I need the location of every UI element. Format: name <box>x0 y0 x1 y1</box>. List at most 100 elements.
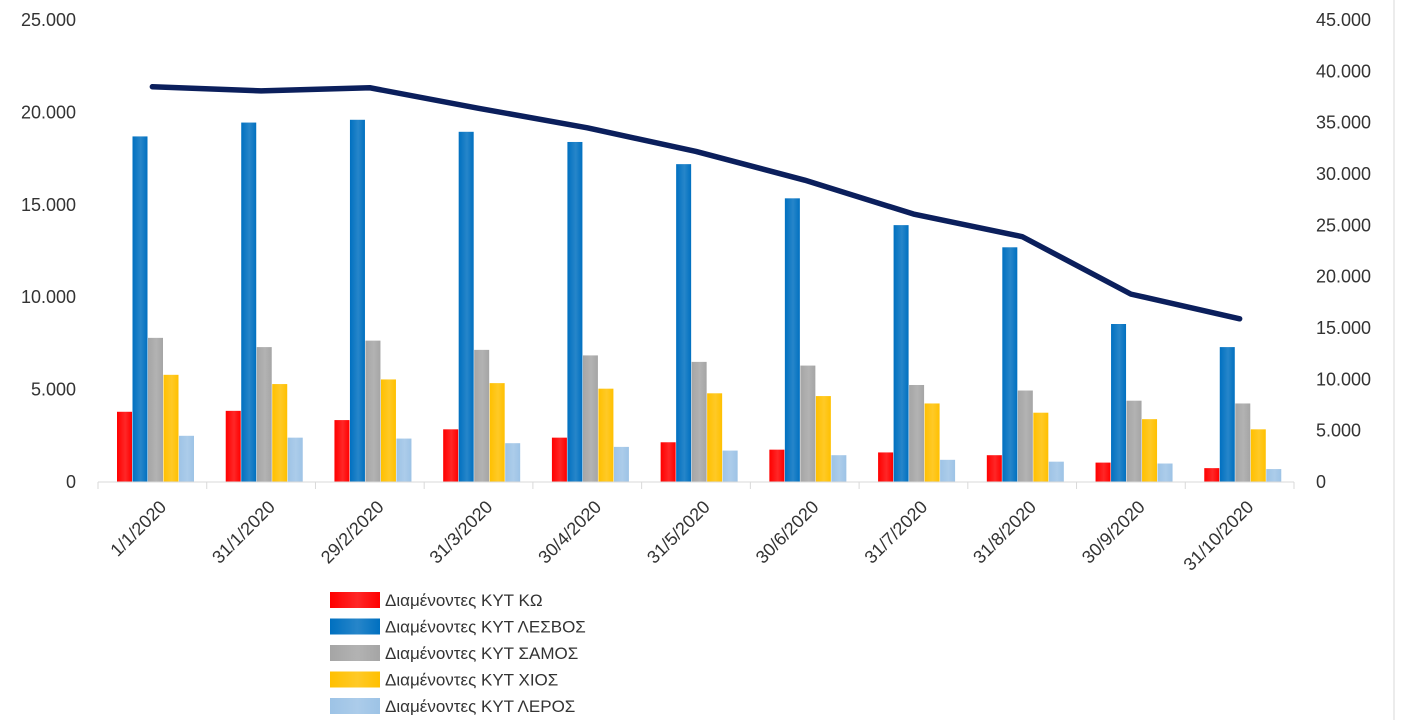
bar <box>598 388 614 482</box>
bar <box>1002 247 1018 482</box>
bar <box>1204 468 1220 482</box>
x-axis-category-label: 31/3/2020 <box>426 497 497 568</box>
x-axis-category-label: 30/9/2020 <box>1078 497 1149 568</box>
bar <box>831 455 847 482</box>
x-axis-tick-marks <box>97 482 1295 489</box>
bar <box>1017 390 1033 482</box>
x-axis-category-label: 31/7/2020 <box>861 497 932 568</box>
bar <box>117 411 132 482</box>
legend-swatch <box>330 698 380 714</box>
left-axis-tick-label: 0 <box>66 472 76 492</box>
legend-entry-label: Διαμένοντες ΚΥΤ ΚΩ <box>385 591 543 610</box>
bar <box>893 225 909 482</box>
bar <box>148 337 163 482</box>
bar <box>505 443 521 482</box>
bar <box>256 347 272 482</box>
bar <box>396 438 412 482</box>
line-series <box>149 83 1243 322</box>
bar <box>458 131 474 483</box>
right-axis-tick-label: 45.000 <box>1316 10 1371 30</box>
bar <box>1235 403 1251 482</box>
legend-swatch <box>330 592 380 608</box>
bar <box>676 164 692 482</box>
bar <box>924 403 940 482</box>
bar <box>800 365 816 482</box>
bar <box>349 119 365 482</box>
bar <box>986 455 1002 482</box>
x-axis-category-label: 31/1/2020 <box>208 497 279 568</box>
bar <box>474 349 490 482</box>
bar <box>878 452 894 482</box>
left-axis-tick-label: 5.000 <box>31 380 76 400</box>
bar <box>815 396 831 482</box>
bar <box>1033 412 1049 482</box>
bar <box>443 429 459 482</box>
line-series-path <box>149 83 1243 322</box>
x-axis-category-label: 30/4/2020 <box>534 497 605 568</box>
legend: Διαμένοντες ΚΥΤ ΚΩ Διαμένοντες ΚΥΤ ΛΕΣΒΟΣ… <box>330 591 586 716</box>
right-axis-ticks: 0 5.000 10.000 15.000 20.000 25.000 30.000 35.0… <box>1316 10 1371 492</box>
bar <box>940 459 956 482</box>
bar <box>380 379 396 482</box>
legend-swatch <box>330 671 380 688</box>
left-axis-ticks: 0 5.000 10.000 15.000 20.000 25.000 <box>21 10 76 492</box>
bar <box>613 446 629 482</box>
bar <box>691 361 707 482</box>
bar <box>1095 462 1111 482</box>
bar <box>1266 469 1282 482</box>
bar <box>567 141 583 482</box>
bar <box>1219 347 1235 482</box>
bar <box>489 383 505 482</box>
x-axis-category-label: 29/2/2020 <box>317 497 388 568</box>
legend-swatch <box>330 618 380 635</box>
bar <box>1157 463 1173 482</box>
right-axis-tick-label: 30.000 <box>1316 164 1371 184</box>
right-axis-tick-label: 0 <box>1316 472 1326 492</box>
bar <box>1126 400 1142 482</box>
right-axis-tick-label: 15.000 <box>1316 318 1371 338</box>
bars <box>117 119 1282 483</box>
right-axis-tick-label: 35.000 <box>1316 113 1371 133</box>
bar <box>769 449 785 482</box>
legend-entry-label: Διαμένοντες ΚΥΤ ΛΕΡΟΣ <box>385 697 575 716</box>
legend-entry-label: Διαμένοντες ΚΥΤ ΧΙΟΣ <box>385 671 558 690</box>
bar <box>287 437 303 482</box>
bar <box>707 393 723 482</box>
bar <box>909 384 925 482</box>
bar <box>1048 461 1064 482</box>
x-axis-category-label: 30/6/2020 <box>752 497 823 568</box>
legend-swatch <box>330 645 380 661</box>
x-axis-category-label: 1/1/2020 <box>106 497 170 561</box>
x-axis-labels: 1/1/2020 31/1/2020 29/2/2020 31/3/2020 30/4/… <box>106 497 1257 575</box>
right-axis-tick-label: 25.000 <box>1316 215 1371 235</box>
bar <box>1111 324 1127 482</box>
bar <box>660 442 676 482</box>
bar <box>272 384 288 482</box>
right-axis-tick-label: 40.000 <box>1316 61 1371 81</box>
left-axis-tick-label: 15.000 <box>21 195 76 215</box>
bar <box>241 122 257 482</box>
bar <box>722 450 738 482</box>
bar <box>784 198 800 482</box>
bar <box>582 355 598 482</box>
x-axis-category-label: 31/10/2020 <box>1180 497 1258 575</box>
right-axis-tick-label: 10.000 <box>1316 369 1371 389</box>
legend-entry-label: Διαμένοντες ΚΥΤ ΛΕΣΒΟΣ <box>385 618 586 637</box>
x-axis-category-label: 31/5/2020 <box>643 497 714 568</box>
bar <box>334 420 350 482</box>
x-axis-category-label: 31/8/2020 <box>969 497 1040 568</box>
bar <box>132 136 148 483</box>
bar <box>1250 429 1266 482</box>
bar <box>551 437 567 482</box>
left-axis-tick-label: 10.000 <box>21 287 76 307</box>
bar <box>225 410 241 482</box>
left-axis-tick-label: 20.000 <box>21 102 76 122</box>
legend-entry-label: Διαμένοντες ΚΥΤ ΣΑΜΟΣ <box>385 644 578 663</box>
bar <box>179 435 194 482</box>
right-axis-tick-label: 20.000 <box>1316 267 1371 287</box>
left-axis-tick-label: 25.000 <box>21 10 76 30</box>
bar <box>1142 419 1158 482</box>
right-axis-tick-label: 5.000 <box>1316 421 1361 441</box>
